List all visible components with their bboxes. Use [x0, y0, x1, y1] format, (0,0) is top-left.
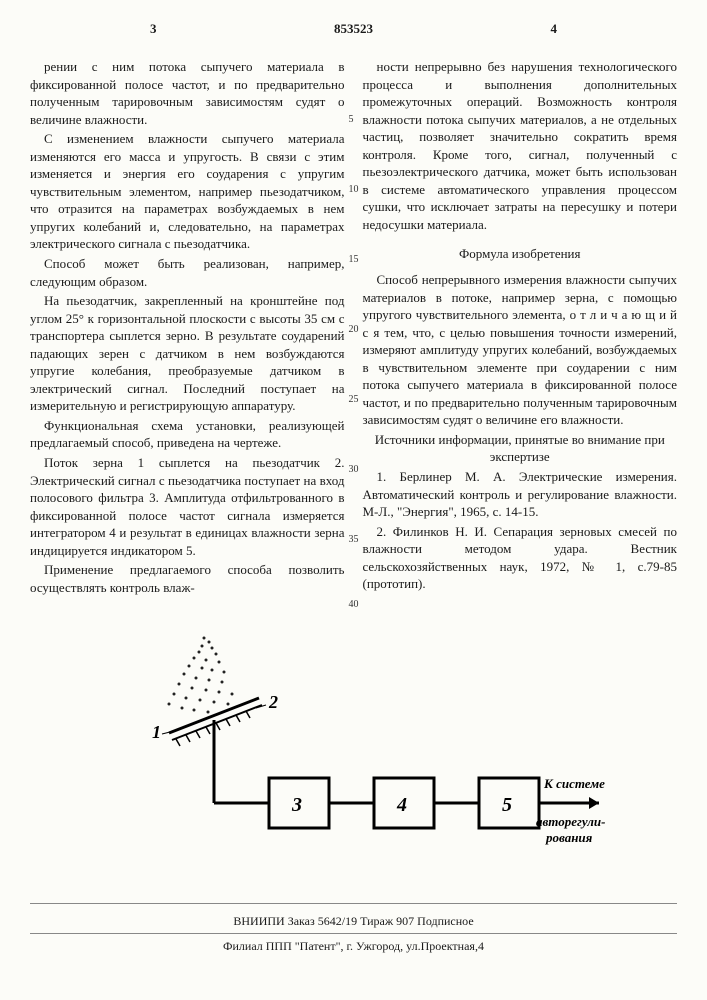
line-marker: 30	[349, 463, 359, 477]
refs-title: Источники информации, принятые во вниман…	[363, 431, 678, 466]
diagram-svg: 1 2 3 4 5 К системе авторегули- рования	[94, 628, 614, 858]
line-marker: 25	[349, 393, 359, 407]
document-number: 853523	[334, 20, 373, 38]
line-marker: 35	[349, 533, 359, 547]
line-marker: 10	[349, 183, 359, 197]
arrowhead-icon	[589, 797, 599, 809]
paragraph: Способ может быть реализован, например, …	[30, 255, 345, 290]
right-column: 5 10 15 20 25 30 35 40 ности непрерывно …	[363, 58, 678, 598]
sensor-plate-icon	[172, 705, 262, 740]
line-marker: 15	[349, 253, 359, 267]
paragraph: На пьезодатчик, закрепленный на кронштей…	[30, 292, 345, 415]
formula-text: Способ непрерывного измерения влажности …	[363, 271, 678, 429]
flow-diagram: 1 2 3 4 5 К системе авторегули- рования	[30, 628, 677, 863]
paragraph: Функциональная схема установки, реализую…	[30, 417, 345, 452]
footer-line-2: Филиал ППП "Патент", г. Ужгород, ул.Прое…	[30, 938, 677, 954]
footer: ВНИИПИ Заказ 5642/19 Тираж 907 Подписное…	[30, 903, 677, 954]
reference: 1. Берлинер М. А. Электрические измерени…	[363, 468, 678, 521]
label-2: 2	[268, 692, 278, 712]
output-label: рования	[545, 830, 593, 845]
paragraph: ности непрерывно без нарушения технологи…	[363, 58, 678, 233]
line-marker: 20	[349, 323, 359, 337]
block-5-label: 5	[502, 794, 512, 816]
grain-flow-icon	[167, 637, 233, 714]
header-numbers: 3 853523 4	[30, 20, 677, 38]
reference: 2. Филинков Н. И. Сепарация зерновых сме…	[363, 523, 678, 593]
paragraph: Поток зерна 1 сыплется на пьезодатчик 2.…	[30, 454, 345, 559]
block-4-label: 4	[396, 794, 407, 816]
page-number-left: 3	[150, 20, 157, 38]
formula-title: Формула изобретения	[363, 245, 678, 263]
line-marker: 5	[349, 113, 354, 127]
label-1: 1	[152, 722, 161, 742]
paragraph: рении с ним потока сыпучего материала в …	[30, 58, 345, 128]
page-number-right: 4	[551, 20, 558, 38]
paragraph: С изменением влажности сыпучего материал…	[30, 130, 345, 253]
output-label: авторегули-	[536, 814, 605, 829]
output-label: К системе	[543, 776, 605, 791]
text-columns: рении с ним потока сыпучего материала в …	[30, 58, 677, 598]
line-marker: 40	[349, 598, 359, 612]
block-3-label: 3	[291, 794, 302, 816]
left-column: рении с ним потока сыпучего материала в …	[30, 58, 345, 598]
paragraph: Применение предлагаемого способа позволи…	[30, 561, 345, 596]
footer-line-1: ВНИИПИ Заказ 5642/19 Тираж 907 Подписное	[30, 913, 677, 929]
